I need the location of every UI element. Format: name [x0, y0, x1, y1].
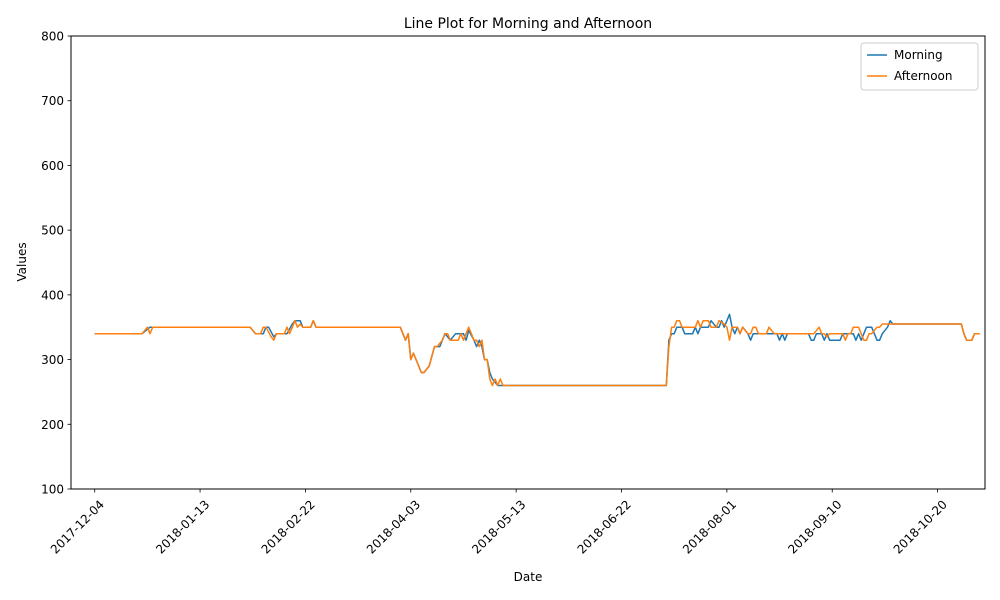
x-axis-label: Date — [514, 570, 543, 584]
y-tick-label: 100 — [41, 483, 64, 497]
series-layer — [94, 313, 980, 387]
y-tick-label: 800 — [41, 30, 64, 44]
y-tick-label: 700 — [41, 94, 64, 108]
y-axis-label: Values — [15, 242, 29, 281]
y-tick-label: 500 — [41, 224, 64, 238]
y-tick-label: 200 — [41, 418, 64, 432]
plot-frame — [70, 35, 986, 490]
y-tick-label: 600 — [41, 159, 64, 173]
y-tick-label: 400 — [41, 288, 64, 302]
legend-label-morning: Morning — [894, 48, 943, 62]
legend-label-afternoon: Afternoon — [894, 69, 953, 83]
y-axis: 100 200 300 400 500 600 700 800 — [41, 30, 71, 497]
legend-box — [860, 42, 979, 91]
chart-title: Line Plot for Morning and Afternoon — [404, 16, 652, 32]
legend: Morning Afternoon — [860, 42, 979, 91]
y-tick-label: 300 — [41, 353, 64, 367]
series-line-afternoon — [94, 319, 980, 387]
